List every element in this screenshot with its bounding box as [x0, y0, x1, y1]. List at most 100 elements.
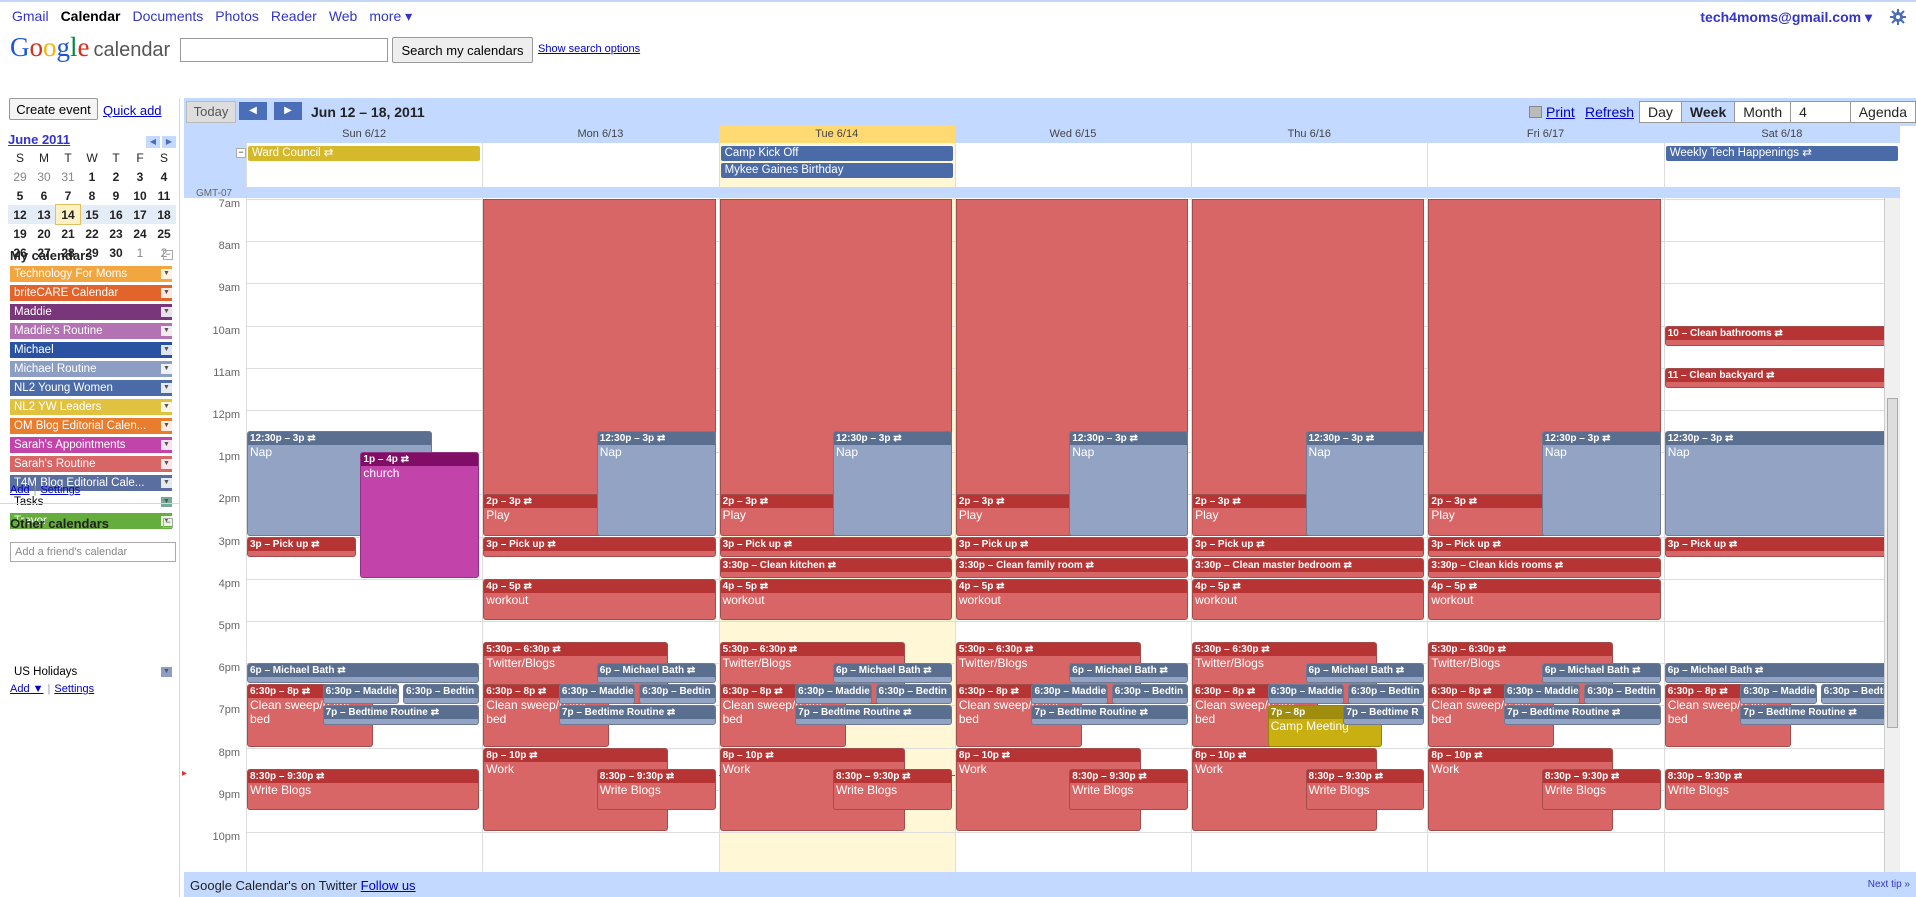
mini-day[interactable]: 9 [112, 188, 120, 203]
calendar-event[interactable]: 8p – 10p ⇄ Work [483, 747, 669, 831]
day-column[interactable] [1663, 198, 1900, 872]
quick-add-link[interactable]: Quick add [103, 103, 162, 118]
all-day-cell[interactable] [1427, 143, 1663, 187]
mini-day[interactable]: 29 [13, 169, 27, 184]
calendar-item[interactable]: US Holidays ▼ [10, 663, 174, 682]
calendar-event[interactable]: 6:30p – Bedtin [1111, 684, 1189, 705]
day-header[interactable]: Thu 6/16 [1287, 128, 1331, 140]
calendar-event[interactable]: 11 – Clean backyard ⇄ [1664, 367, 1897, 388]
all-day-cell[interactable] [482, 143, 718, 187]
gear-icon[interactable] [1890, 9, 1906, 25]
all-day-cell[interactable] [1663, 143, 1900, 187]
day-header[interactable]: Fri 6/17 [1526, 128, 1565, 140]
view-week-button[interactable]: Week [1680, 101, 1736, 123]
all-day-cell[interactable] [246, 143, 482, 187]
today-button[interactable]: Today [186, 101, 236, 123]
calendar-item[interactable]: Sarah's Appointments ▼ [10, 436, 174, 455]
mini-day[interactable]: 1 [88, 169, 96, 184]
calendar-options-icon[interactable]: ▼ [161, 459, 172, 469]
calendar-event[interactable]: 3:30p – Clean master bedroom ⇄ [1192, 557, 1425, 578]
calendar-event[interactable]: 6:30p – Bedtin [1584, 684, 1661, 705]
day-column[interactable] [954, 198, 1191, 872]
sidebar-add-link[interactable]: Add [10, 484, 30, 496]
collapse-my-calendars-icon[interactable]: − [163, 250, 173, 260]
my-calendars-heading[interactable]: My calendars [10, 248, 93, 263]
sidebar-add-link[interactable]: Add ▼ [10, 683, 44, 695]
calendar-event[interactable]: 6:30p – Maddie [1031, 684, 1108, 705]
search-calendars-button[interactable]: Search my calendars [392, 37, 533, 63]
calendar-item[interactable]: Maddie's Routine ▼ [10, 322, 174, 341]
all-day-event[interactable]: Camp Kick Off [720, 146, 953, 161]
mini-day[interactable]: 19 [13, 226, 27, 241]
calendar-event[interactable]: 8p – 10p ⇄ Work [1428, 747, 1614, 831]
calendar-options-icon[interactable]: ▼ [161, 667, 172, 677]
calendar-event[interactable]: 6:30p – Maddie [322, 684, 399, 705]
calendar-event[interactable]: 8:30p – 9:30p ⇄ Write Blogs [247, 768, 480, 810]
refresh-link[interactable]: Refresh [1585, 104, 1635, 120]
calendar-event[interactable]: 6:30p – Bedtin [875, 684, 952, 705]
calendar-item[interactable]: Tasks ▼ [10, 493, 174, 512]
mini-day[interactable]: 2 [160, 245, 168, 260]
next-week-button[interactable]: ▶ [274, 102, 302, 120]
view-4days-button[interactable]: 4 Days [1790, 101, 1851, 140]
calendar-item[interactable]: Michael Routine ▼ [10, 360, 174, 379]
next-tip-link[interactable]: Next tip » [1867, 879, 1910, 890]
mini-day[interactable]: 20 [37, 226, 51, 241]
calendar-event[interactable]: 7p – Bedtime R [1343, 705, 1425, 726]
calendar-event[interactable]: 6p – Michael Bath ⇄ [832, 663, 952, 684]
all-day-row[interactable]: − Ward Council ⇄ Camp Kick Off Mykee Gaine… [236, 143, 1900, 187]
calendar-item[interactable]: OM Blog Editorial Calen... ▼ [10, 417, 174, 436]
google-calendar-logo[interactable]: Google calendar [10, 32, 170, 63]
mini-day[interactable]: 30 [109, 245, 123, 260]
calendar-event[interactable]: 3:30p – Clean kitchen ⇄ [719, 557, 952, 578]
calendar-item[interactable]: Maddie ▼ [10, 303, 174, 322]
calendar-options-icon[interactable]: ▼ [161, 421, 172, 431]
calendar-event[interactable]: 7p – Bedtime Routine ⇄ [1504, 705, 1661, 726]
calendar-item[interactable]: Trevor ▼ [10, 512, 174, 531]
mini-day[interactable]: 5 [16, 188, 24, 203]
mini-day[interactable]: 25 [157, 226, 171, 241]
calendar-options-icon[interactable]: ▼ [161, 516, 172, 526]
calendar-event[interactable]: 12:30p – 3p ⇄ Nap [1541, 431, 1661, 536]
all-day-cell[interactable] [954, 143, 1191, 187]
calendar-event[interactable]: 4p – 5p ⇄ workout [955, 578, 1189, 620]
print-link[interactable]: Print [1546, 104, 1575, 120]
day-header[interactable]: Sat 6/18 [1761, 128, 1803, 140]
nav-link-gmail[interactable]: Gmail [12, 8, 49, 24]
calendar-event[interactable]: 6p – Michael Bath ⇄ [1069, 663, 1189, 684]
search-input[interactable] [180, 38, 388, 62]
create-event-button[interactable]: Create event [9, 98, 98, 120]
mini-day[interactable]: 26 [13, 245, 27, 260]
mini-day[interactable]: 27 [37, 245, 51, 260]
calendar-event[interactable]: 6p – Michael Bath ⇄ [1305, 663, 1425, 684]
all-day-event[interactable]: Ward Council ⇄ [248, 146, 481, 161]
view-day-button[interactable]: Day [1639, 101, 1682, 123]
calendar-event[interactable]: 7p – Bedtime Routine ⇄ [795, 705, 952, 726]
calendar-event[interactable]: 4p – 5p ⇄ workout [483, 578, 716, 620]
day-column[interactable] [1191, 198, 1427, 872]
calendar-event[interactable]: 7p – Bedtime Routine ⇄ [322, 705, 480, 726]
calendar-event[interactable]: 8:30p – 9:30p ⇄ Write Blogs [596, 768, 716, 810]
mini-day[interactable]: 23 [109, 226, 123, 241]
search-options-link[interactable]: Show search options [538, 43, 641, 55]
calendar-event[interactable]: 12:30p – 3p ⇄ Nap [832, 431, 952, 536]
calendar-event[interactable]: 12:30p – 3p ⇄ Nap [1069, 431, 1189, 536]
calendar-options-icon[interactable]: ▼ [161, 364, 172, 374]
day-header[interactable]: Sun 6/12 [342, 128, 387, 140]
sidebar-settings-link[interactable]: Settings [54, 683, 95, 695]
calendar-event[interactable]: 6:30p – Bedtin [639, 684, 716, 705]
calendar-event[interactable]: 8:30p – 9:30p ⇄ Write Blogs [1541, 768, 1661, 810]
mini-day[interactable]: 17 [128, 205, 152, 224]
mini-day[interactable]: 13 [32, 205, 56, 224]
calendar-options-icon[interactable]: ▼ [161, 288, 172, 298]
follow-us-link[interactable]: Follow us [360, 878, 416, 893]
mini-day[interactable]: 14 [55, 204, 81, 225]
mini-day[interactable]: 7 [64, 188, 72, 203]
nav-link-web[interactable]: Web [328, 8, 358, 24]
mini-day[interactable]: 30 [37, 169, 51, 184]
nav-link-reader[interactable]: Reader [270, 8, 317, 24]
day-header[interactable]: Tue 6/14 [718, 126, 955, 143]
calendar-options-icon[interactable]: ▼ [161, 478, 172, 488]
all-day-event[interactable]: Weekly Tech Happenings ⇄ [1665, 146, 1898, 161]
scrollbar-thumb[interactable] [1887, 398, 1898, 728]
